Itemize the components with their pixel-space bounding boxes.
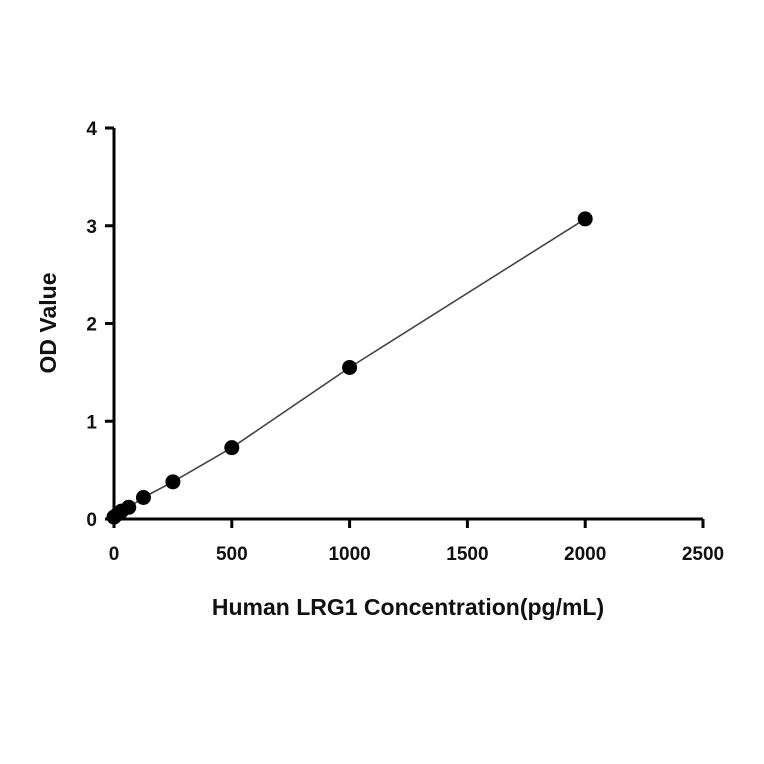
x-tick-label: 2000 xyxy=(564,544,606,565)
x-tick-label: 1000 xyxy=(328,544,370,565)
y-axis-label: OD Value xyxy=(35,273,61,374)
axes xyxy=(112,128,703,521)
x-tick-label: 1500 xyxy=(446,544,488,565)
x-tick-label: 500 xyxy=(216,544,248,565)
data-point xyxy=(165,474,181,490)
y-tick-label: 4 xyxy=(86,119,97,140)
ticks: 0 500 1000 1500 2000 2500 0 1 2 3 4 xyxy=(86,119,724,565)
x-tick-label: 0 xyxy=(109,544,120,565)
y-tick-label: 0 xyxy=(86,510,97,531)
y-tick-label: 2 xyxy=(86,315,97,336)
data-point xyxy=(577,211,593,227)
x-tick-label: 2500 xyxy=(682,544,724,565)
y-tick-label: 1 xyxy=(86,412,97,433)
y-tick-label: 3 xyxy=(86,217,97,238)
data-points xyxy=(106,211,593,525)
x-axis-label: Human LRG1 Concentration(pg/mL) xyxy=(212,594,604,620)
data-point xyxy=(342,359,358,375)
data-point xyxy=(135,489,151,505)
data-point xyxy=(224,440,240,456)
data-point xyxy=(121,499,137,515)
